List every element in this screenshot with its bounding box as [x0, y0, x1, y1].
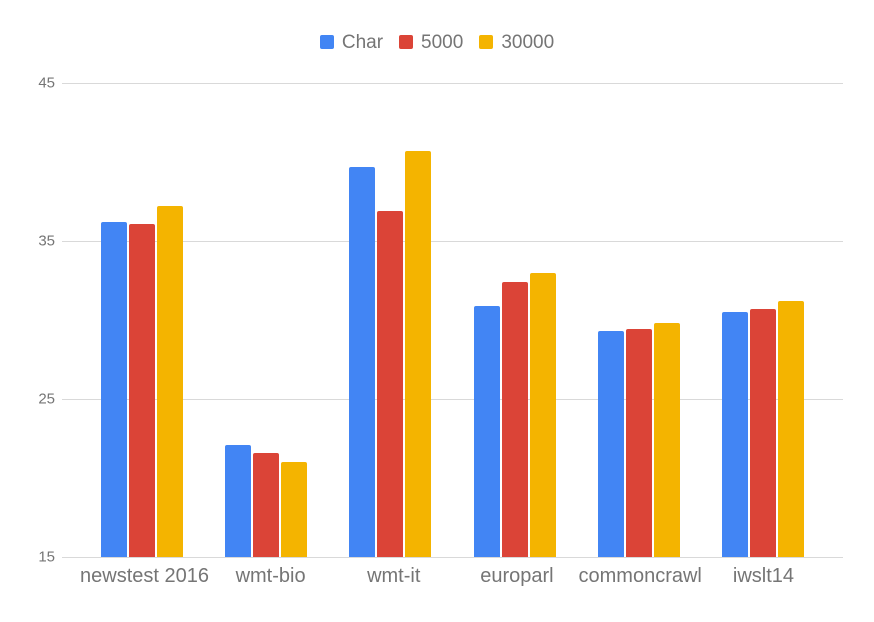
- bar-char-iwslt14[interactable]: [721, 312, 748, 557]
- x-axis-label-wmt-bio: wmt-bio: [235, 565, 306, 587]
- bar-group-newstest-2016: [80, 83, 204, 557]
- y-axis-label: 25: [38, 390, 55, 408]
- bar-30000-wmt-it[interactable]: [405, 150, 432, 557]
- legend-label: 30000: [501, 31, 555, 53]
- bar-char-europarl[interactable]: [473, 305, 500, 557]
- bar-char-newstest-2016[interactable]: [101, 222, 128, 557]
- x-axis-label-iwslt14: iwslt14: [732, 565, 795, 587]
- legend-label: Char: [341, 31, 384, 53]
- bar-30000-wmt-bio[interactable]: [281, 462, 308, 557]
- legend-item-char: Char: [319, 31, 384, 53]
- bar-30000-commoncrawl[interactable]: [653, 323, 680, 557]
- gridline: [62, 241, 843, 242]
- bar-30000-iwslt14[interactable]: [777, 301, 804, 557]
- bar-5000-iwslt14[interactable]: [749, 308, 776, 557]
- legend-swatch-icon: [319, 35, 334, 49]
- bar-5000-europarl[interactable]: [501, 282, 528, 557]
- gridline: [62, 399, 843, 400]
- bar-char-wmt-it[interactable]: [349, 166, 376, 557]
- bar-char-wmt-bio[interactable]: [225, 444, 252, 557]
- x-axis-label-commoncrawl: commoncrawl: [578, 565, 702, 587]
- plot-area: [62, 83, 843, 558]
- x-axis-labels: newstest 2016 wmt-bio wmt-it europarl common…: [80, 563, 825, 589]
- bar-5000-newstest-2016[interactable]: [129, 223, 156, 557]
- legend-swatch-icon: [399, 35, 414, 49]
- bar-group-iwslt14: [701, 83, 825, 557]
- bar-5000-commoncrawl[interactable]: [625, 329, 652, 557]
- bar-group-europarl: [453, 83, 577, 557]
- bar-30000-newstest-2016[interactable]: [157, 206, 184, 557]
- bar-group-wmt-bio: [204, 83, 328, 557]
- x-axis-label-europarl: europarl: [480, 565, 554, 587]
- legend-swatch-icon: [479, 35, 494, 49]
- x-axis-label-wmt-it: wmt-it: [367, 565, 421, 587]
- bar-5000-wmt-bio[interactable]: [253, 452, 280, 557]
- x-axis-label-newstest-2016: newstest 2016: [80, 565, 209, 587]
- bar-groups: [80, 83, 825, 557]
- bar-group-commoncrawl: [577, 83, 701, 557]
- legend-label: 5000: [421, 31, 464, 53]
- bar-5000-wmt-it[interactable]: [377, 210, 404, 557]
- bar-char-commoncrawl[interactable]: [597, 331, 624, 557]
- y-axis-label: 35: [38, 232, 55, 250]
- bar-30000-europarl[interactable]: [529, 272, 556, 557]
- y-axis-label: 45: [38, 74, 55, 92]
- chart-legend: Char 5000 30000: [0, 31, 874, 53]
- y-axis-label: 15: [38, 548, 55, 566]
- bar-group-wmt-it: [328, 83, 452, 557]
- gridline: [62, 557, 843, 558]
- legend-item-30000: 30000: [479, 33, 554, 52]
- legend-item-5000: 5000: [399, 33, 463, 52]
- gridline: [62, 83, 843, 84]
